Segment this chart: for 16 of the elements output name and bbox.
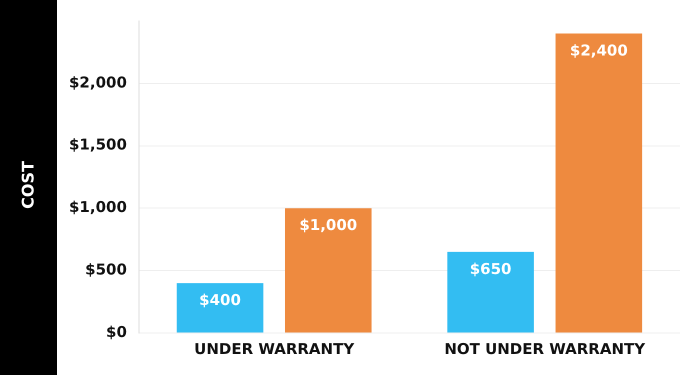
text: $650 xyxy=(470,260,512,278)
bar xyxy=(556,33,642,332)
y-tick-label: $500 xyxy=(85,260,127,278)
bar xyxy=(176,283,264,332)
bar xyxy=(447,252,534,332)
x-tick-label: NOT UNDER WARRANTY xyxy=(444,340,646,358)
x-tick-label: UNDER WARRANTY xyxy=(194,340,356,358)
y-tick-label: $2,000 xyxy=(68,73,127,92)
y-tick-label: $0 xyxy=(106,322,127,341)
y-axis-title: COST xyxy=(18,161,38,209)
text: $400 xyxy=(199,290,241,309)
text: $1,000 xyxy=(299,216,358,234)
bar xyxy=(284,208,372,332)
y-tick-label: $1,500 xyxy=(68,136,127,154)
y-tick-label: $1,000 xyxy=(68,198,127,216)
text: $2,400 xyxy=(570,41,628,60)
